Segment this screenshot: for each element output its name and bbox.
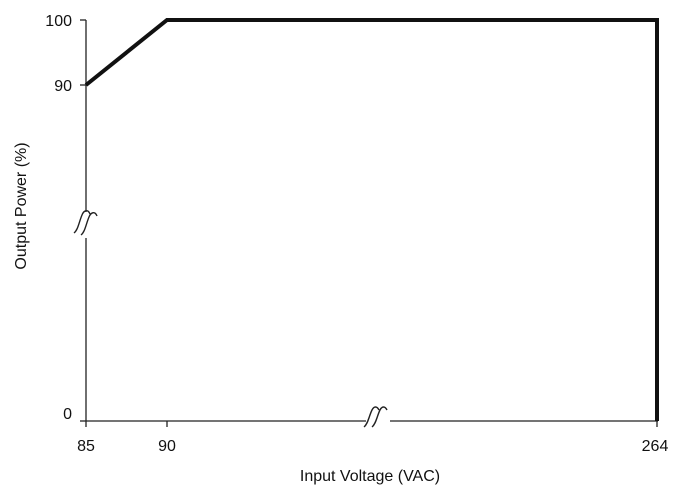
y-tick-label-90: 90 — [54, 78, 72, 95]
y-tick-labels: 100 90 0 — [45, 13, 72, 423]
y-axis-break-icon — [73, 210, 98, 236]
x-axis-break-icon — [363, 406, 388, 428]
series-line-0 — [84, 18, 659, 421]
y-axis-title: Output Power (%) — [13, 142, 30, 269]
x-tick-label-85: 85 — [77, 438, 95, 455]
axes — [73, 19, 658, 428]
x-axis-title: Input Voltage (VAC) — [300, 468, 440, 485]
y-tick-label-0: 0 — [63, 406, 72, 423]
x-tick-label-264: 264 — [642, 438, 669, 455]
y-tick-label-100: 100 — [45, 13, 72, 30]
x-tick-labels: 85 90 264 — [77, 438, 668, 455]
series-layer — [84, 18, 659, 421]
x-tick-label-90: 90 — [158, 438, 176, 455]
